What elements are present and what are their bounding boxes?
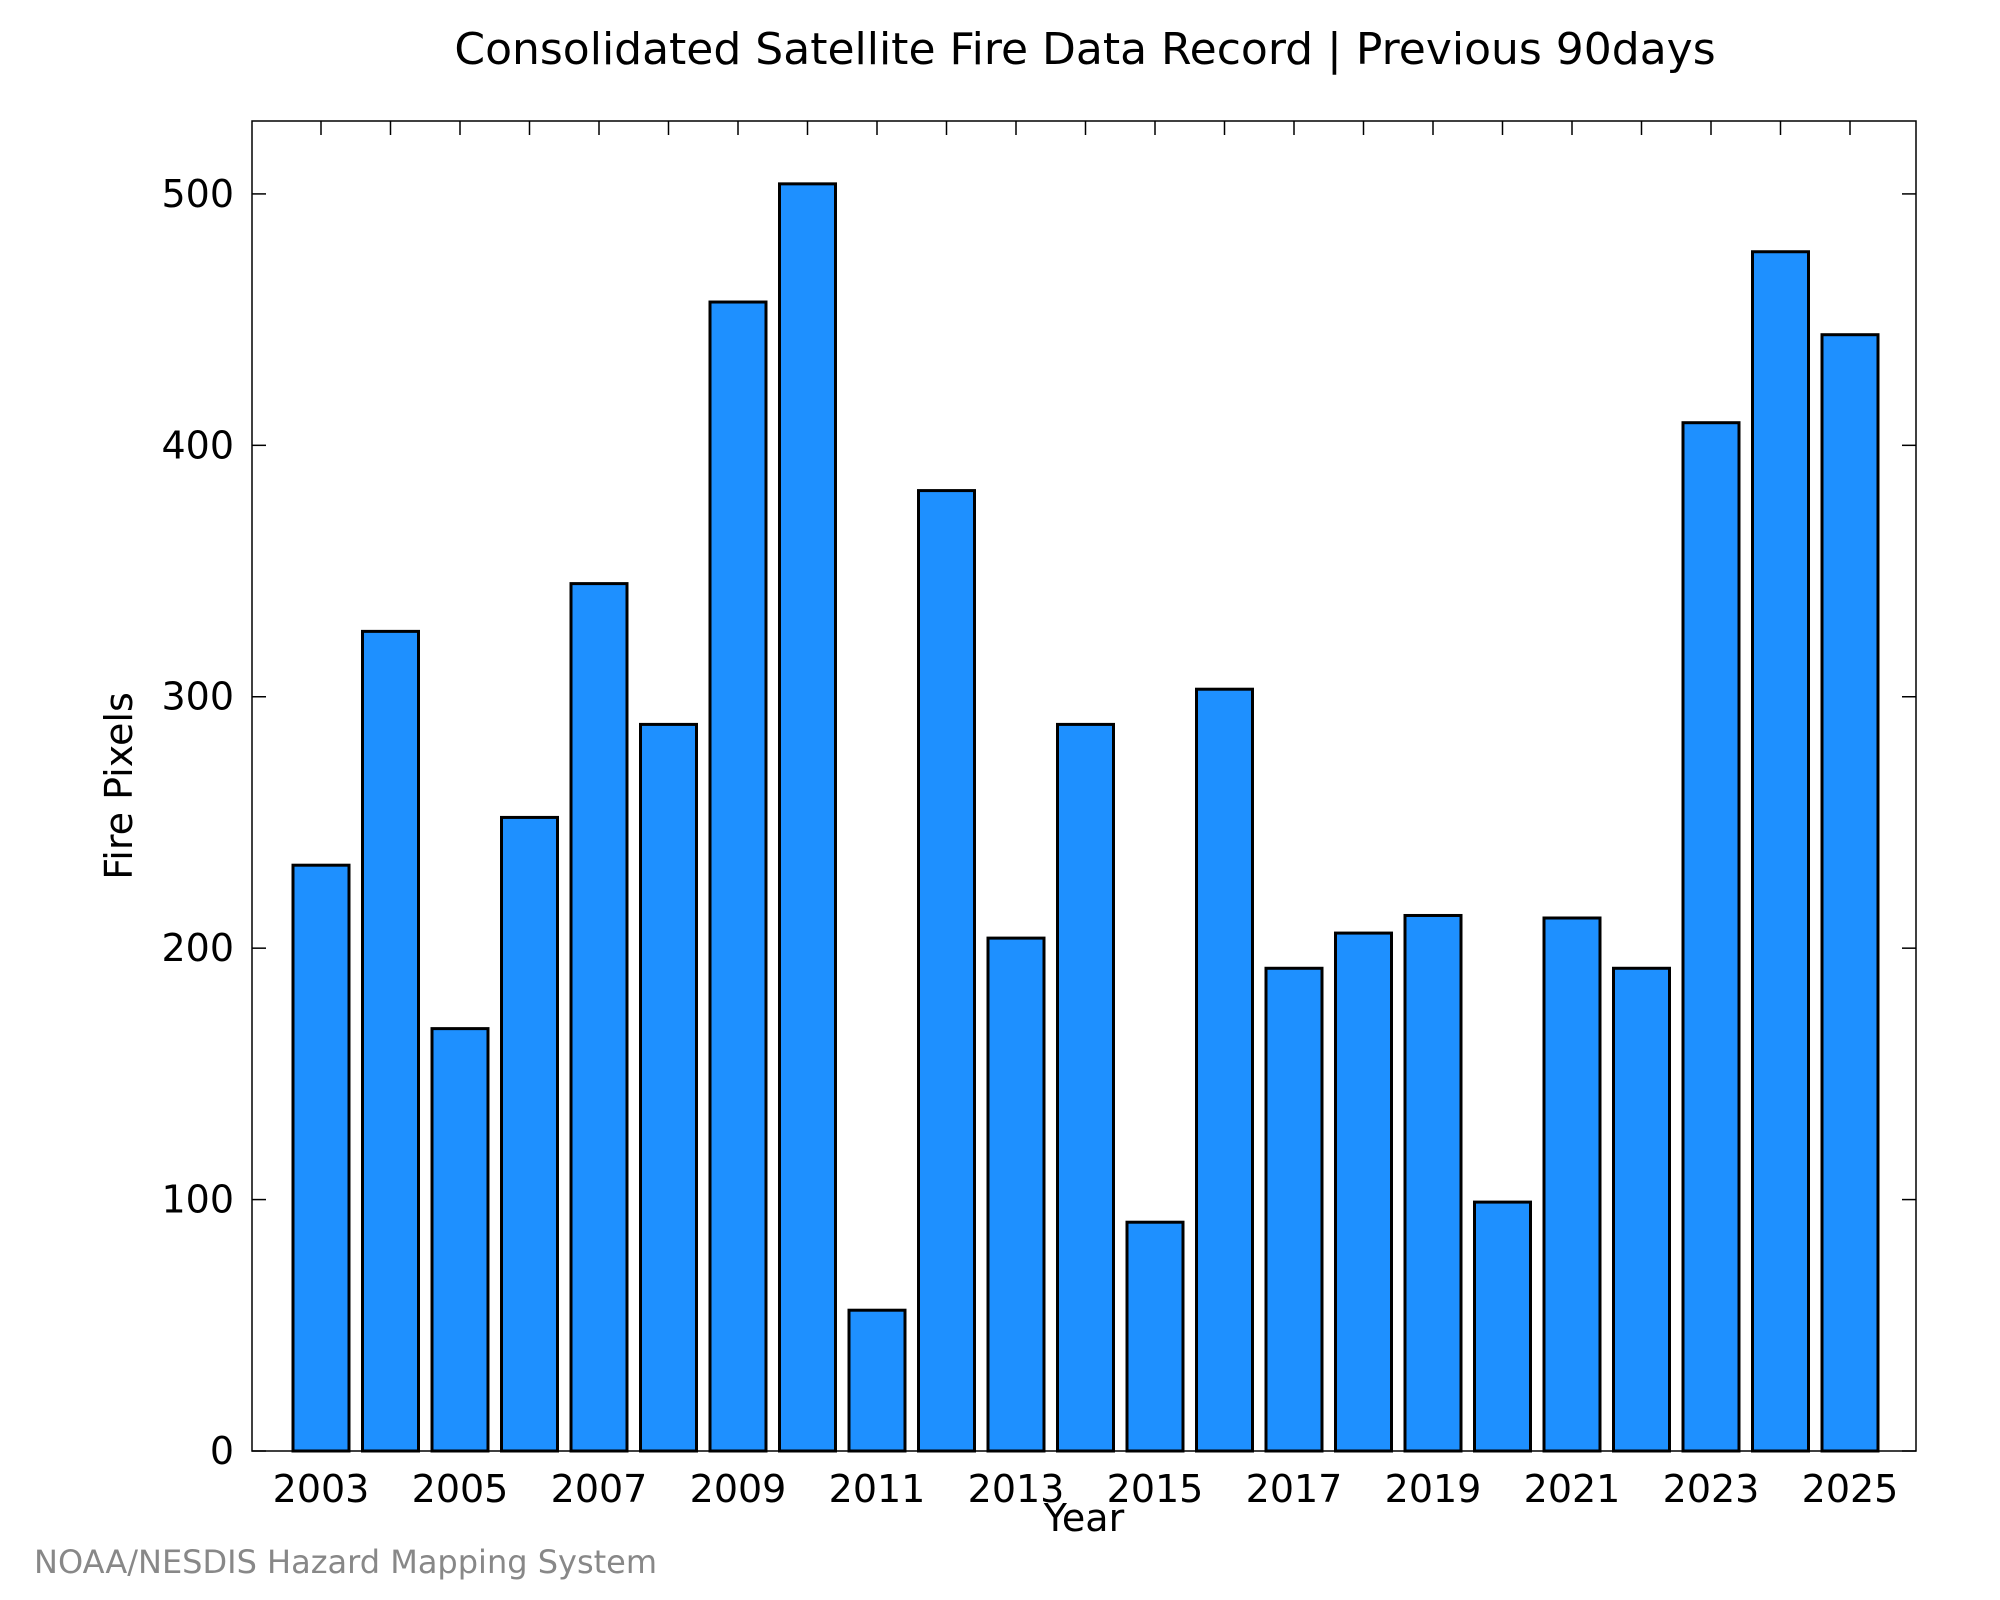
- x-tick-label: 2003: [273, 1467, 370, 1511]
- x-axis-label: Year: [1043, 1496, 1125, 1540]
- x-tick-label: 2005: [412, 1467, 509, 1511]
- bar-2013: [986, 936, 1046, 1453]
- y-tick-label: 0: [210, 1429, 234, 1473]
- bar-2007: [569, 582, 629, 1453]
- bar-2018: [1334, 931, 1393, 1453]
- x-tick-label: 2009: [690, 1467, 787, 1511]
- bar-2019: [1403, 913, 1463, 1453]
- bar-2024: [1751, 250, 1810, 1453]
- bar-2003: [291, 863, 351, 1453]
- bar-2014: [1056, 722, 1115, 1453]
- footer-credit: NOAA/NESDIS Hazard Mapping System: [34, 1543, 657, 1581]
- bar-2025: [1820, 333, 1880, 1453]
- bar-2005: [430, 1027, 490, 1453]
- y-tick-label: 300: [161, 675, 234, 719]
- bar-2022: [1612, 966, 1671, 1453]
- bar-2010: [778, 182, 837, 1453]
- y-axis-ticks: 0 100 200 300 400 500: [161, 172, 1916, 1473]
- bar-2012: [917, 489, 976, 1453]
- x-tick-label: 2023: [1663, 1467, 1760, 1511]
- x-tick-label: 2007: [551, 1467, 648, 1511]
- x-tick-label: 2021: [1524, 1467, 1621, 1511]
- bar-2017: [1264, 966, 1324, 1453]
- y-axis-label: Fire Pixels: [97, 692, 141, 880]
- bar-2020: [1473, 1200, 1532, 1453]
- bar-2006: [500, 815, 559, 1453]
- x-tick-label: 2011: [829, 1467, 926, 1511]
- y-tick-label: 400: [161, 423, 234, 467]
- bar-2023: [1681, 421, 1741, 1453]
- x-tick-label: 2013: [968, 1467, 1065, 1511]
- bar-2004: [361, 629, 420, 1453]
- chart-title: Consolidated Satellite Fire Data Record …: [454, 24, 1715, 75]
- x-tick-label: 2025: [1802, 1467, 1899, 1511]
- bar-2021: [1542, 916, 1602, 1453]
- x-axis-ticks: 2003 2005 2007 2009 2011 2013 2015 2017 2019 2021…: [273, 121, 1899, 1511]
- bar-2011: [847, 1308, 907, 1453]
- bar-2016: [1195, 687, 1254, 1453]
- x-tick-label: 2015: [1107, 1467, 1204, 1511]
- y-tick-label: 500: [161, 172, 234, 216]
- bar-series: [291, 182, 1880, 1453]
- bar-2015: [1125, 1220, 1185, 1453]
- bar-2009: [708, 300, 768, 1453]
- bar-2008: [639, 722, 698, 1453]
- x-tick-label: 2017: [1246, 1467, 1343, 1511]
- y-tick-label: 100: [161, 1178, 234, 1222]
- y-tick-label: 200: [161, 926, 234, 970]
- x-tick-label: 2019: [1385, 1467, 1482, 1511]
